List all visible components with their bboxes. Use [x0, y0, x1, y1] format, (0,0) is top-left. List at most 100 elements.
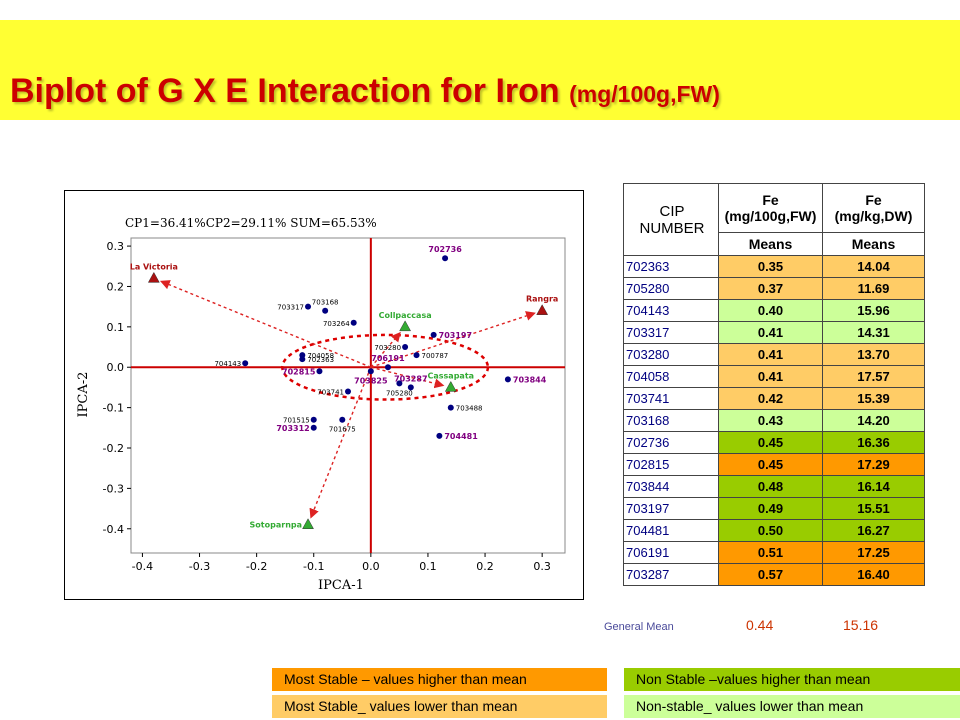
cell-fe-fw-mean: 0.45 — [718, 431, 823, 454]
cell-fe-dw-mean: 14.31 — [822, 321, 925, 344]
x-tick-label: -0.3 — [189, 560, 210, 573]
cell-fe-fw-mean: 0.51 — [718, 541, 823, 564]
genotype-label: 704481 — [444, 432, 478, 441]
environment-label: Collpaccasa — [379, 311, 432, 320]
table-subheader-row: Means Means — [624, 232, 925, 256]
genotype-label: 703488 — [456, 405, 483, 413]
cell-fe-fw-mean: 0.57 — [718, 563, 823, 586]
x-tick-label: -0.2 — [246, 560, 267, 573]
header-fe-fw-line2: (mg/100g,FW) — [724, 208, 817, 224]
cell-cip-number: 703317 — [623, 321, 719, 344]
cell-cip-number: 702815 — [623, 453, 719, 476]
environment-label: Rangra — [526, 295, 558, 304]
genotype-label: 703844 — [513, 375, 547, 384]
table-row: 704143 0.40 15.96 — [623, 299, 925, 322]
cell-fe-dw-mean: 16.14 — [822, 475, 925, 498]
table-row: 704481 0.50 16.27 — [623, 519, 925, 542]
y-tick-label: 0.3 — [107, 240, 125, 253]
genotype-label: 703825 — [354, 376, 388, 385]
environment-vector — [370, 366, 445, 389]
genotype-point — [322, 307, 329, 314]
legend-non-stable-high: Non Stable –values higher than mean — [624, 668, 960, 691]
cell-fe-dw-mean: 14.20 — [822, 409, 925, 432]
table-row: 702736 0.45 16.36 — [623, 431, 925, 454]
genotype-label: 704143 — [214, 360, 241, 368]
cell-fe-fw-mean: 0.41 — [718, 343, 823, 366]
cell-cip-number: 703741 — [623, 387, 719, 410]
genotype-label: 702736 — [428, 245, 462, 254]
cell-cip-number: 702736 — [623, 431, 719, 454]
table-row: 703317 0.41 14.31 — [623, 321, 925, 344]
genotype-point — [396, 380, 403, 387]
header-fe-dw-line1: Fe — [865, 192, 882, 208]
cell-cip-number: 704481 — [623, 519, 719, 542]
genotype-label: 703317 — [277, 304, 304, 312]
x-tick-label: 0.0 — [362, 560, 380, 573]
cell-cip-number: 703844 — [623, 475, 719, 498]
subheader-means-dw: Means — [822, 232, 925, 256]
cell-fe-dw-mean: 17.25 — [822, 541, 925, 564]
genotype-point — [339, 416, 346, 423]
cell-fe-dw-mean: 16.36 — [822, 431, 925, 454]
cell-cip-number: 702363 — [623, 255, 719, 278]
genotype-label: 704058 — [307, 352, 334, 360]
genotype-point — [367, 368, 374, 375]
genotype-label: 703168 — [312, 299, 339, 307]
cell-fe-dw-mean: 11.69 — [822, 277, 925, 300]
legend-non-stable-low: Non-stable_ values lower than mean — [624, 695, 960, 718]
cell-cip-number: 705280 — [623, 277, 719, 300]
cell-fe-fw-mean: 0.43 — [718, 409, 823, 432]
genotype-point — [310, 416, 317, 423]
legend-most-stable-high: Most Stable – values higher than mean — [272, 668, 607, 691]
genotype-point — [442, 255, 449, 262]
table-body: 702363 0.35 14.04 705280 0.37 11.69 704143 0.40… — [623, 255, 925, 586]
genotype-label: 701515 — [283, 417, 310, 425]
genotype-label: 700787 — [422, 352, 449, 360]
genotype-point — [350, 319, 357, 326]
genotype-point — [316, 368, 323, 375]
environment-label: Cassapata — [428, 371, 475, 380]
y-tick-label: -0.2 — [103, 442, 124, 455]
cell-fe-fw-mean: 0.41 — [718, 365, 823, 388]
y-tick-label: -0.4 — [103, 523, 124, 536]
header-cip-line1: CIP — [659, 202, 685, 220]
header-cip-line2: NUMBER — [639, 219, 705, 237]
subheader-means-fw: Means — [718, 232, 823, 256]
y-tick-label: 0.2 — [107, 280, 125, 293]
cell-fe-fw-mean: 0.50 — [718, 519, 823, 542]
y-tick-label: 0.0 — [107, 361, 125, 374]
genotype-point — [430, 331, 437, 338]
header-cip-number: CIP NUMBER — [623, 183, 719, 256]
cell-fe-fw-mean: 0.48 — [718, 475, 823, 498]
cell-fe-dw-mean: 15.39 — [822, 387, 925, 410]
cell-fe-dw-mean: 16.27 — [822, 519, 925, 542]
table-row: 704058 0.41 17.57 — [623, 365, 925, 388]
cell-fe-fw-mean: 0.45 — [718, 453, 823, 476]
table-row: 703280 0.41 13.70 — [623, 343, 925, 366]
environment-vector — [309, 366, 372, 519]
genotype-point — [242, 360, 249, 367]
genotype-point — [504, 376, 511, 383]
y-tick-label: -0.1 — [103, 402, 124, 415]
table-header-row: CIP NUMBER Fe (mg/100g,FW) Fe (mg/kg,DW) — [623, 183, 925, 256]
x-tick-label: 0.2 — [476, 560, 494, 573]
table-row: 705280 0.37 11.69 — [623, 277, 925, 300]
environment-marker — [147, 271, 160, 283]
genotype-label: 703280 — [374, 344, 401, 352]
iron-means-table: CIP NUMBER Fe (mg/100g,FW) Fe (mg/kg,DW)… — [623, 183, 925, 586]
header-fe-dw: Fe (mg/kg,DW) — [822, 183, 925, 233]
legend-most-stable-low: Most Stable_ values lower than mean — [272, 695, 607, 718]
x-tick-label: -0.1 — [303, 560, 324, 573]
environment-marker — [536, 304, 549, 315]
header-fe-fw: Fe (mg/100g,FW) — [718, 183, 823, 233]
x-tick-label: -0.4 — [132, 560, 153, 573]
general-mean-dw: 15.16 — [843, 617, 879, 633]
table-row: 706191 0.51 17.25 — [623, 541, 925, 564]
cell-fe-dw-mean: 17.29 — [822, 453, 925, 476]
title-banner — [0, 20, 960, 120]
environment-marker — [399, 320, 412, 332]
header-fe-dw-line2: (mg/kg,DW) — [834, 208, 913, 224]
cell-fe-fw-mean: 0.37 — [718, 277, 823, 300]
table-row: 703168 0.43 14.20 — [623, 409, 925, 432]
y-tick-label: 0.1 — [107, 321, 125, 334]
